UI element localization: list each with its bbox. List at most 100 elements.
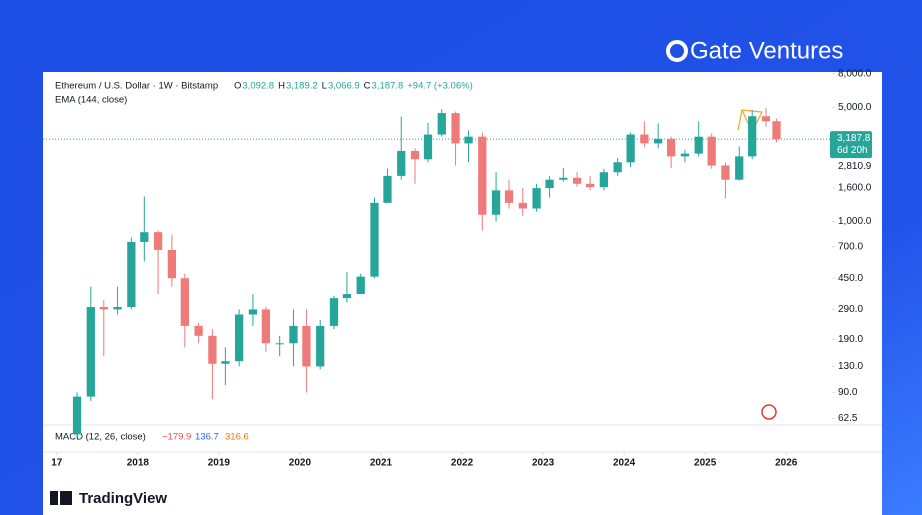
candle-body [626,134,635,163]
candle-body [99,307,108,310]
ohlc-key: C [364,81,371,92]
candle-body [397,150,406,176]
y-tick-label: 8,000.0 [838,68,872,79]
y-tick-label: 90.0 [838,387,858,398]
candle-body [113,307,122,310]
candle-body [599,172,609,188]
footer: TradingView [79,490,167,507]
y-tick-label: 450.0 [838,273,863,284]
candle-body [545,179,554,189]
ohlc-value: 3,066.9 [328,81,360,92]
candle-body [478,136,487,215]
candle-body [707,136,716,166]
event-icon [761,404,777,420]
candle-body [275,343,284,345]
y-tick-label: 130.0 [838,361,863,372]
candle-body [153,232,163,250]
y-tick-label: 190.0 [838,334,863,345]
macd-value: −179.9 [162,432,191,443]
logo-mark [666,40,688,62]
x-tick-label: 2026 [775,458,798,469]
candle-body [316,325,325,367]
ema-label: 2,810.9 [838,161,872,172]
ohlc-value: 3,092.8 [242,81,274,92]
x-tick-label: 2024 [613,458,636,469]
ohlc-key: L [322,81,327,92]
macd-value: 136.7 [195,432,219,443]
candle-body [208,335,217,364]
candle-body [383,175,392,203]
candle-body [585,183,595,188]
candle-body [72,396,82,435]
candle-body [261,309,271,344]
macd-value: 316.6 [225,432,249,443]
candle-body [423,134,433,160]
candle-body [180,278,189,326]
candle-body [735,156,744,180]
candle-body [559,177,568,180]
candle-body [504,190,514,203]
candle-body [518,202,527,209]
candle-body [194,325,203,336]
x-tick-label: 2020 [289,458,312,469]
countdown: 6d 20h [837,145,868,156]
candle-body [356,276,365,295]
candle-body [235,314,244,362]
ohlc-value: 3,187.8 [372,81,404,92]
candle-body [613,162,622,173]
footer-logo: TradingView [50,490,167,507]
candle-body [167,249,177,279]
y-tick-label: 700.0 [838,241,863,252]
brand-logo: Gate Ventures [666,37,843,64]
candle-body [221,361,230,364]
macd-label: MACD (12, 26, close) [55,432,146,443]
y-tick-label: 1,600.0 [838,183,872,194]
candle-body [772,121,781,140]
candle-body [451,113,460,144]
price-tag [830,131,872,159]
chart-title: Ethereum / U.S. Dollar · 1W · Bitstamp [55,81,218,92]
candle-body [654,138,663,144]
candle-body [86,307,95,397]
candle-body [370,202,379,277]
candle-body [491,190,501,215]
brand: Gate Ventures [690,37,843,64]
y-tick-label: 5,000.0 [838,102,872,113]
x-tick-label: 2023 [532,458,555,469]
candle-body [761,116,771,122]
candle-body [410,150,420,160]
ohlc-key: O [234,81,241,92]
x-tick-label: 2019 [208,458,231,469]
candle-body [248,309,258,315]
y-tick-label: 1,000.0 [838,216,872,227]
candle-body [694,136,703,154]
ohlc-value: 3,189.2 [286,81,318,92]
candle-body [302,325,311,367]
logo-mark [60,491,72,505]
candle-body [667,138,676,157]
candle-body [437,113,446,135]
candle-body [748,116,757,157]
candle-body [572,177,582,184]
candle-body [329,298,339,326]
y-tick-label: 62.5 [838,413,858,424]
x-tick-label: 2025 [694,458,717,469]
indicator-label: EMA (144, close) [55,95,127,106]
x-tick-label: 2022 [451,458,474,469]
candle-body [721,165,730,180]
candle-body [140,232,149,242]
candle-body [127,241,136,308]
candle-body [640,134,649,144]
x-tick-label: 2021 [370,458,393,469]
candle-body [464,136,473,144]
logo-mark [50,491,58,505]
candle-body [532,188,541,209]
candle-body [680,153,690,157]
candle-body [342,294,352,299]
candle-body [289,325,298,344]
price-tag-label: 3,187.8 [837,133,871,144]
ohlc-key: H [278,81,285,92]
x-tick-label: 17 [51,458,63,469]
price-change: +94.7 (+3.06%) [407,81,473,92]
